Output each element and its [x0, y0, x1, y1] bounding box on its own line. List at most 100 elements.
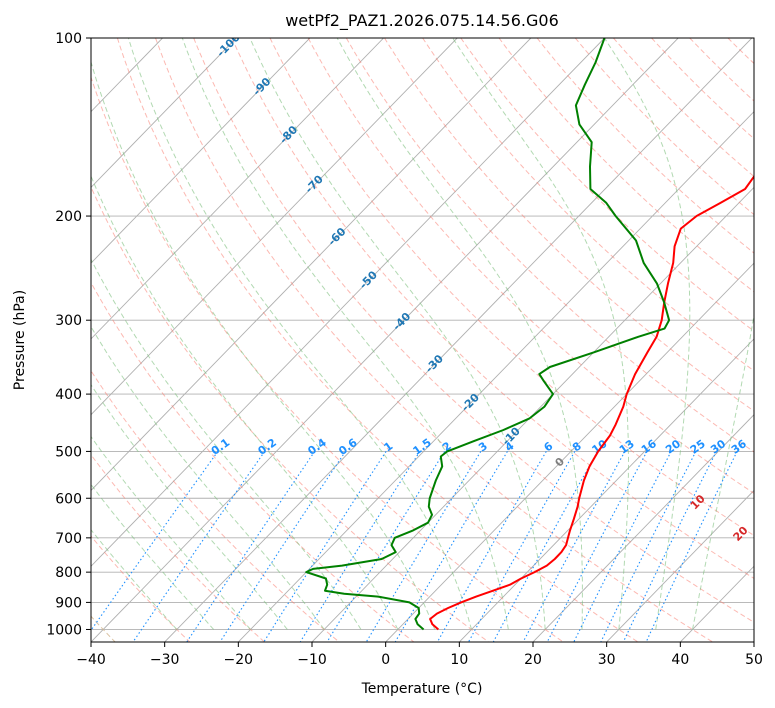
mixing-ratio-label: 36 [729, 437, 749, 457]
isotherm-line [532, 414, 754, 642]
dry-adiabat-line [727, 38, 754, 65]
y-axis-label: Pressure (hPa) [12, 290, 28, 390]
mixing-ratio-line [622, 451, 717, 642]
mixing-ratio-label: 0.6 [336, 436, 360, 458]
dry-adiabat-line [193, 38, 754, 623]
x-tick-label: −20 [224, 652, 254, 668]
mixing-ratio-label: 13 [617, 437, 637, 457]
moist-adiabat-line [91, 258, 362, 630]
dry-adiabat-line [422, 38, 754, 372]
moist-adiabat-line [91, 483, 215, 630]
moist-adiabat-line [452, 38, 629, 630]
x-tick-label: 20 [524, 652, 542, 668]
dry-adiabat-line [384, 38, 754, 412]
y-tick-label: 500 [55, 444, 82, 460]
mixing-ratio-line [326, 451, 446, 642]
moist-adiabat-line [181, 38, 509, 630]
plot-frame [90, 37, 755, 643]
mixing-ratio-line [600, 451, 697, 642]
dry-adiabat-line [269, 38, 754, 537]
isotherm-line [91, 38, 311, 264]
isotherm-line [91, 38, 605, 567]
isotherm-line [91, 38, 384, 340]
mixing-ratio-line [645, 451, 738, 642]
mixing-ratio-label: 30 [708, 437, 728, 457]
dry-adiabat-line [91, 453, 265, 642]
moist-adiabat-line [91, 383, 288, 630]
isotherm-line [91, 38, 237, 189]
moist-adiabat-line [91, 60, 436, 630]
x-tick-label: −30 [150, 652, 180, 668]
mixing-ratio-line [394, 451, 508, 642]
dry-adiabat-line [766, 38, 775, 642]
mixing-ratio-line [573, 451, 672, 642]
dry-adiabat-line [460, 38, 754, 332]
mixing-ratio-line [186, 451, 316, 642]
y-axis-ticks: 100 200 300 400 500 600 700 800 900 1000 [46, 31, 91, 638]
mixing-ratio-line [468, 451, 576, 642]
moist-adiabat-line [692, 312, 754, 630]
y-tick-label: 800 [55, 565, 82, 581]
isotherm-line [385, 262, 754, 642]
moist-adiabat-line [127, 38, 472, 630]
dry-adiabat-line [155, 38, 713, 642]
isotherm-line [164, 38, 753, 642]
isotherm-line [459, 338, 754, 642]
mixing-ratio-line [546, 451, 648, 642]
y-tick-label: 100 [55, 31, 82, 47]
x-tick-label: −10 [297, 652, 327, 668]
mixing-ratio-line [91, 451, 219, 632]
dry-adiabat-line [498, 38, 754, 293]
y-tick-label: 200 [55, 209, 82, 225]
mixing-ratio-label: 25 [688, 437, 708, 457]
moist-adiabat-label: -100 [214, 31, 243, 60]
y-tick-label: 400 [55, 387, 82, 403]
dry-adiabat-line [91, 535, 191, 642]
moist-adiabat-line [91, 325, 325, 630]
background-lines [91, 38, 775, 642]
y-tick-label: 900 [55, 595, 82, 611]
mixing-ratio-label: 0.4 [305, 436, 329, 458]
dry-adiabat-line [613, 38, 754, 178]
mixing-ratio-line [492, 451, 598, 642]
moist-adiabat-line [91, 528, 178, 630]
x-tick-label: 50 [745, 652, 763, 668]
mixing-ratio-label: 1.5 [410, 436, 433, 458]
y-tick-label: 1000 [46, 622, 82, 638]
isotherm-line [91, 38, 679, 642]
mixing-ratio-label: 0.2 [256, 436, 279, 458]
mixing-ratio-label: 3 [476, 439, 490, 454]
dry-adiabat-line [689, 38, 754, 102]
mixing-ratio-line [365, 451, 482, 642]
temperature-profile-line [429, 174, 754, 631]
moist-adiabat-line [91, 174, 399, 630]
moist-adiabat-line [249, 38, 546, 630]
isotherm-line [311, 186, 754, 642]
dry-adiabat-line [345, 38, 754, 453]
mixing-ratio-line [219, 451, 346, 642]
isotherm-line [91, 38, 532, 492]
x-tick-label: 10 [450, 652, 468, 668]
dry-adiabat-line [116, 38, 639, 642]
dry-adiabat-line [91, 281, 415, 642]
mixing-ratio-label: 0.1 [209, 436, 232, 458]
isotherm-line [753, 641, 754, 642]
y-tick-label: 600 [55, 491, 82, 507]
y-tick-label: 300 [55, 313, 82, 329]
mixing-ratio-line [522, 451, 626, 642]
chart-title: wetPf2_PAZ1.2026.075.14.56.G06 [285, 11, 559, 31]
mixing-ratio-line [436, 451, 547, 642]
mixing-ratio-line [132, 451, 266, 642]
isotherm-line [91, 38, 458, 416]
dry-adiabat-label: 20 [731, 524, 751, 544]
x-tick-label: 0 [381, 652, 390, 668]
dry-adiabat-label: 10 [688, 492, 708, 512]
dry-adiabat-line [91, 369, 340, 642]
mixing-ratio-line [263, 451, 387, 642]
dry-adiabat-line [651, 38, 754, 140]
x-axis-label: Temperature (°C) [361, 681, 483, 697]
mixing-ratio-label: 6 [541, 439, 555, 454]
x-tick-label: −40 [76, 652, 106, 668]
mixing-ratio-label: 1 [382, 439, 396, 454]
